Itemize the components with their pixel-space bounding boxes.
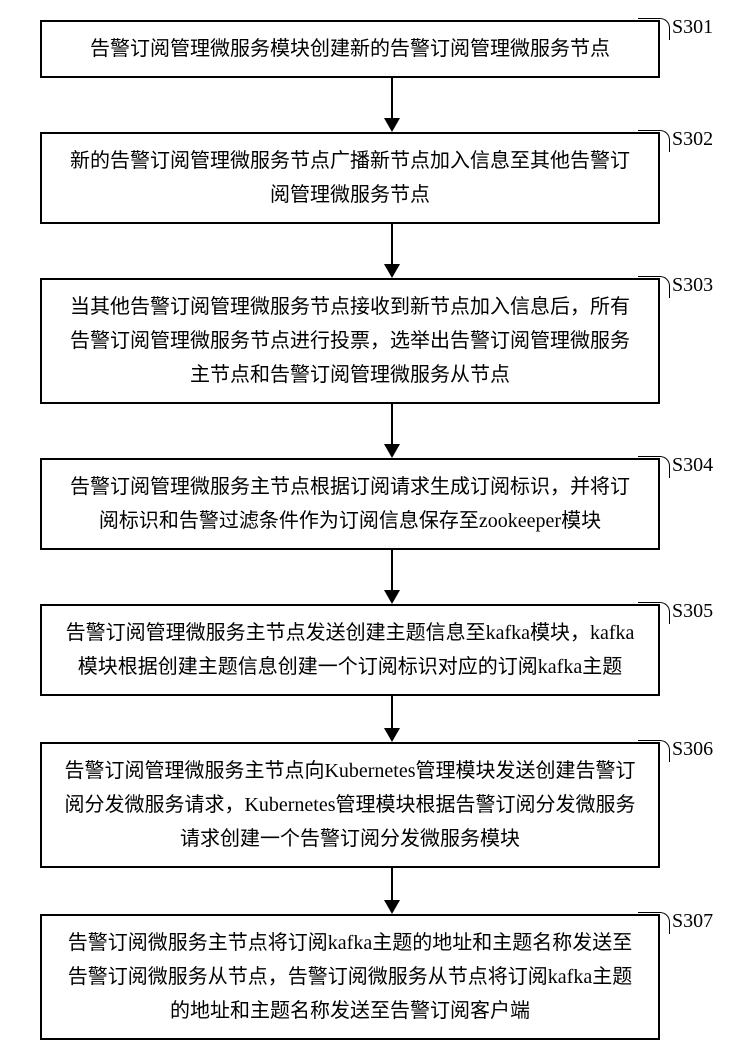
step-bracket (638, 456, 670, 478)
arrow-head-icon (384, 728, 400, 742)
step-bracket (638, 602, 670, 624)
arrow-head-icon (384, 118, 400, 132)
arrow-head-icon (384, 590, 400, 604)
flow-step: 告警订阅管理微服务主节点根据订阅请求生成订阅标识，并将订阅标识和告警过滤条件作为… (10, 458, 741, 550)
flow-arrow (10, 78, 741, 132)
flow-step-box: 告警订阅管理微服务主节点发送创建主题信息至kafka模块，kafka模块根据创建… (40, 604, 660, 696)
flow-step-label: S304 (672, 454, 713, 477)
flowchart-container: 告警订阅管理微服务模块创建新的告警订阅管理微服务节点S301 新的告警订阅管理微服… (10, 20, 741, 1040)
flow-step-label: S303 (672, 274, 713, 297)
flow-step-label: S302 (672, 128, 713, 151)
flow-arrow (10, 868, 741, 914)
flow-step-label: S306 (672, 738, 713, 761)
flow-step: 告警订阅管理微服务主节点向Kubernetes管理模块发送创建告警订阅分发微服务… (10, 742, 741, 868)
flow-step: 当其他告警订阅管理微服务节点接收到新节点加入信息后，所有告警订阅管理微服务节点进… (10, 278, 741, 404)
arrow-head-icon (384, 444, 400, 458)
flow-step-box: 告警订阅微服务主节点将订阅kafka主题的地址和主题名称发送至告警订阅微服务从节… (40, 914, 660, 1040)
flow-step-box: 新的告警订阅管理微服务节点广播新节点加入信息至其他告警订阅管理微服务节点 (40, 132, 660, 224)
flow-step-box: 告警订阅管理微服务主节点向Kubernetes管理模块发送创建告警订阅分发微服务… (40, 742, 660, 868)
flow-step-box: 当其他告警订阅管理微服务节点接收到新节点加入信息后，所有告警订阅管理微服务节点进… (40, 278, 660, 404)
step-bracket (638, 912, 670, 934)
flow-step-box: 告警订阅管理微服务模块创建新的告警订阅管理微服务节点 (40, 20, 660, 78)
step-bracket (638, 276, 670, 298)
arrow-head-icon (384, 264, 400, 278)
flow-step-label: S301 (672, 16, 713, 39)
flow-arrow (10, 404, 741, 458)
arrow-line (391, 868, 393, 900)
flow-step-box: 告警订阅管理微服务主节点根据订阅请求生成订阅标识，并将订阅标识和告警过滤条件作为… (40, 458, 660, 550)
flow-step: 新的告警订阅管理微服务节点广播新节点加入信息至其他告警订阅管理微服务节点S302 (10, 132, 741, 224)
flow-step: 告警订阅管理微服务模块创建新的告警订阅管理微服务节点S301 (10, 20, 741, 78)
arrow-head-icon (384, 900, 400, 914)
flow-step-label: S307 (672, 910, 713, 933)
flow-arrow (10, 550, 741, 604)
arrow-line (391, 550, 393, 590)
flow-step: 告警订阅微服务主节点将订阅kafka主题的地址和主题名称发送至告警订阅微服务从节… (10, 914, 741, 1040)
step-bracket (638, 130, 670, 152)
arrow-line (391, 696, 393, 728)
arrow-line (391, 224, 393, 264)
arrow-line (391, 404, 393, 444)
arrow-line (391, 78, 393, 118)
flow-step-label: S305 (672, 600, 713, 623)
step-bracket (638, 18, 670, 40)
step-bracket (638, 740, 670, 762)
flow-arrow (10, 224, 741, 278)
flow-step: 告警订阅管理微服务主节点发送创建主题信息至kafka模块，kafka模块根据创建… (10, 604, 741, 696)
flow-arrow (10, 696, 741, 742)
